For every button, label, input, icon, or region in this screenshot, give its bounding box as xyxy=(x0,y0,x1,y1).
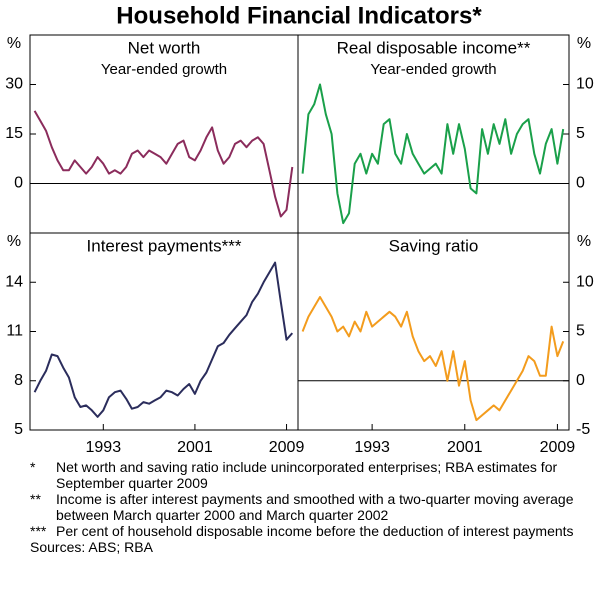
line-series xyxy=(33,261,294,418)
x-tick-label: 1993 xyxy=(354,439,390,455)
y-tick-label: 0 xyxy=(576,372,585,389)
footnotes: * Net worth and saving ratio include unin… xyxy=(30,459,585,555)
footnote: * Net worth and saving ratio include unin… xyxy=(30,459,585,491)
sources: Sources: ABS; RBA xyxy=(30,539,153,555)
y-tick-label: 0 xyxy=(576,175,585,192)
y-axis-unit: % xyxy=(7,35,21,52)
footnote-marker: *** xyxy=(30,523,47,539)
y-tick-label: 5 xyxy=(576,323,585,340)
y-axis-unit: % xyxy=(577,233,591,250)
y-tick-label: 0 xyxy=(14,175,23,192)
y-tick-label: 15 xyxy=(5,125,23,142)
line-series xyxy=(301,296,565,422)
y-tick-label: -5 xyxy=(576,421,590,438)
x-tick-label: 2009 xyxy=(269,439,305,455)
chart: Household Financial Indicators* Net wort… xyxy=(5,2,594,455)
footnote-text: Net worth and saving ratio include uninc… xyxy=(56,459,558,491)
panel-title: Net worth xyxy=(128,38,201,57)
panel-subtitle: Year-ended growth xyxy=(370,61,496,78)
chart-title: Household Financial Indicators* xyxy=(116,2,482,29)
panel-title: Interest payments*** xyxy=(87,236,242,255)
x-tick-label: 2001 xyxy=(447,439,483,455)
line-series xyxy=(301,83,565,225)
panel-title: Saving ratio xyxy=(389,236,479,255)
x-tick-label: 2009 xyxy=(540,439,576,455)
y-tick-label: 10 xyxy=(576,273,594,290)
y-axis-unit: % xyxy=(577,35,591,52)
y-tick-label: 11 xyxy=(6,323,23,340)
line-series xyxy=(33,110,294,218)
y-tick-label: 14 xyxy=(5,273,23,290)
panel-title: Real disposable income** xyxy=(337,38,531,57)
y-tick-label: 8 xyxy=(14,372,23,389)
y-tick-label: 30 xyxy=(5,76,23,93)
footnote-marker: ** xyxy=(30,491,41,507)
panel-subtitle: Year-ended growth xyxy=(101,61,227,78)
y-tick-label: 5 xyxy=(14,421,23,438)
y-tick-label: 5 xyxy=(576,125,585,142)
footnote-marker: * xyxy=(30,459,36,475)
y-axis-unit: % xyxy=(7,233,21,250)
x-tick-label: 1993 xyxy=(86,439,122,455)
footnote: ** Income is after interest payments and … xyxy=(30,491,585,523)
x-tick-label: 2001 xyxy=(177,439,213,455)
footnote-text: Income is after interest payments and sm… xyxy=(56,491,574,523)
y-tick-label: 10 xyxy=(576,76,594,93)
footnote: *** Per cent of household disposable inco… xyxy=(30,523,585,539)
footnote-text: Per cent of household disposable income … xyxy=(56,523,574,539)
